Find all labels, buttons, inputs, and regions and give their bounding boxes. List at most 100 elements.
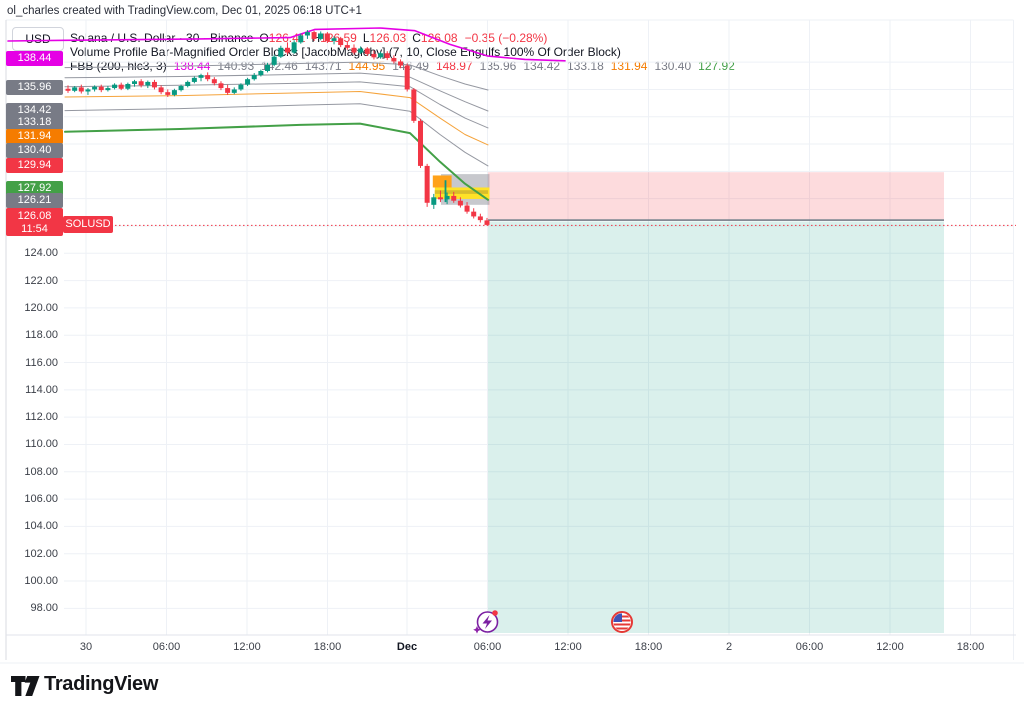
symbol-title: Solana / U.S. Dollar · 30 · Binance — [70, 31, 254, 45]
candle-body — [457, 200, 463, 206]
time-tick-label: 06:00 — [152, 641, 181, 653]
candle-body — [358, 48, 364, 53]
indicator-legend-volume-profile[interactable]: Volume Profile Bar-Magnified Order Block… — [70, 45, 621, 59]
time-tick-label: Dec — [396, 641, 418, 653]
candle-body — [384, 53, 390, 59]
volume-profile-bar-orange — [432, 175, 452, 188]
candle-body — [185, 81, 191, 87]
candle-body — [284, 47, 290, 53]
candle-body — [98, 86, 104, 91]
candle-body — [225, 88, 231, 93]
candle-body — [265, 64, 271, 72]
price-tick-label: 108.00 — [24, 465, 58, 478]
candle-body — [118, 84, 124, 89]
price-tick-label: 98.00 — [30, 602, 58, 615]
candle-body — [205, 75, 211, 80]
price-tick-label: 106.00 — [24, 493, 58, 506]
change-value: −0.35 (−0.28%) — [464, 31, 548, 45]
price-tick-label: 100.00 — [24, 575, 58, 588]
candle-body — [464, 205, 470, 212]
price-tick-label: 104.00 — [24, 520, 58, 533]
fbb-lower-1 — [64, 122, 489, 201]
candle-body — [132, 81, 138, 84]
time-tick-label: 06:00 — [795, 641, 824, 653]
candle-body — [278, 47, 284, 57]
price-tag-127.92: 127.92 — [6, 180, 63, 196]
symbol-legend-row[interactable]: Solana / U.S. Dollar · 30 · Binance O126.… — [70, 31, 547, 45]
tradingview-logo-icon[interactable] — [11, 675, 40, 699]
time-tick-label: 12:00 — [876, 641, 904, 653]
candle-body — [238, 84, 244, 90]
candle-body — [138, 81, 144, 86]
candle-body — [78, 87, 84, 92]
candle-body — [178, 86, 184, 91]
fbb-lower-0764 — [64, 103, 489, 167]
candle-body — [311, 32, 317, 39]
ohlc-letter: L — [362, 31, 370, 45]
time-tick-label: 06:00 — [473, 641, 502, 653]
time-tick-label: 2 — [725, 641, 733, 653]
candle-body — [444, 195, 450, 200]
candle-body — [291, 42, 297, 53]
price-tick-label: 116.00 — [25, 356, 58, 369]
price-tick-label: 102.00 — [24, 547, 58, 560]
time-tick-label: 18:00 — [956, 641, 985, 653]
zone-divider — [488, 219, 944, 221]
price-tag-130.40: 130.40 — [6, 142, 63, 158]
candle-body — [424, 165, 430, 203]
price-tick-label: 118.00 — [25, 329, 58, 342]
tradingview-wordmark[interactable]: TradingView — [44, 673, 159, 695]
candle-body — [477, 216, 483, 221]
candle-body — [324, 33, 330, 41]
candle-body — [304, 32, 310, 36]
candle-body — [371, 53, 377, 58]
time-tick-label: 30 — [79, 641, 93, 653]
candle-body — [245, 79, 251, 85]
supply-zone[interactable] — [488, 172, 944, 220]
candle-body — [338, 38, 344, 46]
price-tick-label: 124.00 — [24, 247, 58, 260]
candle-body — [411, 89, 417, 121]
demand-zone[interactable] — [488, 221, 944, 634]
price-tag-134.42: 134.42 — [6, 102, 63, 118]
candle-body — [231, 89, 237, 93]
candle-body — [471, 211, 477, 217]
candle-body — [417, 120, 423, 166]
candles-series[interactable] — [65, 30, 490, 226]
candle-body — [125, 83, 131, 89]
candle-body — [65, 88, 71, 91]
price-tick-label: 110.00 — [25, 438, 58, 451]
time-tick-label: 18:00 — [634, 641, 663, 653]
candle-body — [404, 65, 410, 90]
candle-body — [318, 33, 324, 39]
candle-body — [451, 195, 457, 201]
crypto-event-icon[interactable] — [473, 610, 499, 634]
candle-body — [165, 92, 171, 95]
gridlines — [64, 20, 1013, 635]
price-tag-126.08: 126.08 11:54 — [6, 208, 63, 236]
time-tick-label: 12:00 — [554, 641, 582, 653]
candle-body — [72, 87, 78, 91]
candle-body — [258, 71, 264, 76]
fbb-basis — [7, 27, 566, 62]
candle-body — [105, 88, 111, 91]
candle-body — [344, 45, 350, 48]
candle-body — [351, 47, 357, 53]
candle-body — [391, 58, 397, 62]
candle-body — [298, 35, 304, 43]
price-tick-label: 120.00 — [24, 301, 58, 314]
candle-body — [251, 75, 257, 80]
candle-body — [331, 38, 337, 41]
us-economic-event-icon[interactable] — [611, 611, 633, 633]
price-tag-131.94: 131.94 — [6, 128, 63, 144]
price-tick-label: 122.00 — [24, 274, 58, 287]
price-tag-138.44: 138.44 — [6, 50, 63, 66]
time-tick-label: 12:00 — [233, 641, 261, 653]
candle-body — [198, 75, 204, 78]
symbol-price-tag: SOLUSD — [63, 216, 113, 233]
candle-body — [151, 81, 157, 88]
price-tick-label: 114.00 — [25, 383, 58, 396]
fbb-lower-0236 — [64, 61, 489, 91]
candle-body — [437, 197, 443, 200]
